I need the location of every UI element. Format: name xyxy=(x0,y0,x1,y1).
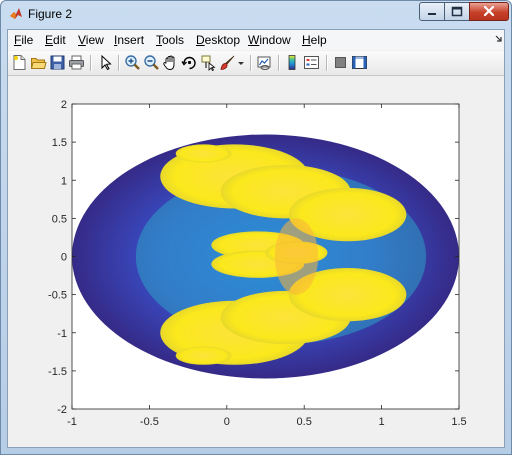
rotate-3d-button[interactable] xyxy=(181,54,198,71)
brush-dropdown-button[interactable] xyxy=(237,54,245,71)
toolbar-separator xyxy=(278,55,280,71)
open-file-button[interactable] xyxy=(30,54,47,71)
link-plot-icon xyxy=(257,56,271,71)
close-button[interactable] xyxy=(469,2,509,21)
chevron-down-icon xyxy=(238,62,244,65)
hide-plot-tools-button[interactable] xyxy=(332,54,349,71)
data-cursor-icon xyxy=(201,55,216,71)
minimize-button[interactable] xyxy=(419,2,445,21)
menu-item-desktop[interactable]: Desktop xyxy=(196,33,241,47)
pan-button[interactable] xyxy=(162,54,179,71)
data-cursor-button[interactable] xyxy=(200,54,217,71)
menu-item-view[interactable]: View xyxy=(78,33,104,47)
brush-button[interactable] xyxy=(219,54,236,71)
x-tick-label: 0.5 xyxy=(297,416,312,428)
figure-toolbar xyxy=(8,51,504,76)
toolbar-separator xyxy=(90,55,92,71)
zoom-in-icon xyxy=(125,55,140,70)
plot-axes[interactable]: -1 -0.5 0 0.5 1 1.5 2 1.5 1 0.5 0 -0.5 -1 -1.5 -2 xyxy=(8,76,504,447)
menu-item-help[interactable]: Help xyxy=(302,33,327,47)
y-tick-label: -0.5 xyxy=(48,290,67,302)
brush-icon xyxy=(220,55,235,70)
insert-colorbar-button[interactable] xyxy=(284,54,301,71)
x-tick-label: 1 xyxy=(379,416,385,428)
pointer-arrow-icon xyxy=(101,54,112,71)
save-disk-icon xyxy=(50,55,65,70)
hand-pan-icon xyxy=(163,55,175,70)
new-figure-button[interactable] xyxy=(11,54,28,71)
new-document-icon xyxy=(13,55,26,70)
show-plot-tools-button[interactable] xyxy=(351,54,368,71)
heatmap-region-2 xyxy=(288,187,407,242)
figure-client-area: File Edit View Insert Tools Desktop Wind… xyxy=(7,29,505,448)
y-tick-label: -1.5 xyxy=(48,366,67,378)
insert-legend-button[interactable] xyxy=(303,54,320,71)
heatmap-region-8 xyxy=(175,144,232,163)
minimize-icon xyxy=(428,13,436,15)
x-tick-label: -0.5 xyxy=(140,416,159,428)
legend-icon xyxy=(304,56,319,69)
x-tick-label: 1.5 xyxy=(451,416,466,428)
zoom-in-button[interactable] xyxy=(124,54,141,71)
maximize-icon xyxy=(451,6,463,17)
menu-item-window[interactable]: Window xyxy=(248,33,291,47)
menu-item-file[interactable]: File xyxy=(14,33,34,47)
heatmap-peak xyxy=(274,218,319,295)
y-tick-label: 0.5 xyxy=(52,213,67,225)
y-tick-label: -2 xyxy=(57,404,67,416)
y-tick-label: 0 xyxy=(61,252,67,264)
y-tick-label: -1 xyxy=(57,328,67,340)
figure-canvas[interactable]: -1 -0.5 0 0.5 1 1.5 2 1.5 1 0.5 0 -0.5 -1 -1.5 -2 xyxy=(8,76,504,447)
menu-item-tools[interactable]: Tools xyxy=(156,33,185,47)
heatmap-region-9 xyxy=(175,346,232,365)
x-tick-label: -1 xyxy=(67,416,77,428)
y-tick-label: 1 xyxy=(61,175,67,187)
rotate-3d-icon xyxy=(181,56,196,70)
colorbar-icon xyxy=(288,55,296,70)
window-title: Figure 2 xyxy=(28,7,73,21)
heatmap-region-6 xyxy=(288,267,407,322)
maximize-button[interactable] xyxy=(444,2,470,21)
edit-plot-button[interactable] xyxy=(97,54,114,71)
zoom-out-icon xyxy=(144,55,159,70)
show-plot-tools-icon xyxy=(352,56,367,69)
toolbar-separator xyxy=(250,55,252,71)
axes-box xyxy=(71,103,460,410)
printer-icon xyxy=(69,55,84,70)
menu-bar: File Edit View Insert Tools Desktop Wind… xyxy=(8,30,504,50)
print-figure-button[interactable] xyxy=(68,54,85,71)
zoom-out-button[interactable] xyxy=(143,54,160,71)
y-tick-label: 2 xyxy=(61,99,67,111)
menu-item-edit[interactable]: Edit xyxy=(45,33,66,47)
title-bar[interactable]: Figure 2 xyxy=(1,1,511,29)
save-figure-button[interactable] xyxy=(49,54,66,71)
x-tick-label: 0 xyxy=(224,416,230,428)
toolbar-separator xyxy=(326,55,328,71)
toolbar-separator xyxy=(118,55,120,71)
close-icon xyxy=(483,5,495,17)
matlab-logo-icon xyxy=(10,8,22,19)
open-folder-icon xyxy=(30,58,47,69)
link-plot-button[interactable] xyxy=(256,54,273,71)
hide-plot-tools-icon xyxy=(335,57,346,68)
dock-arrow-icon[interactable] xyxy=(495,34,503,44)
menu-item-insert[interactable]: Insert xyxy=(114,33,145,47)
y-tick-label: 1.5 xyxy=(52,137,67,149)
